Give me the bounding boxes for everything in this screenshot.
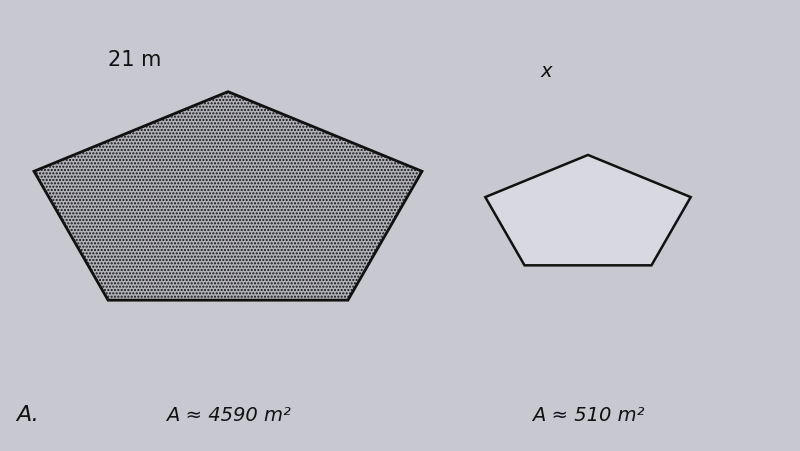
Polygon shape	[34, 92, 422, 300]
Text: 21 m: 21 m	[108, 50, 162, 70]
Text: A.: A.	[16, 404, 38, 424]
Polygon shape	[486, 156, 690, 266]
Text: x: x	[541, 62, 552, 81]
Text: A ≈ 510 m²: A ≈ 510 m²	[532, 405, 644, 424]
Text: A ≈ 4590 m²: A ≈ 4590 m²	[166, 405, 290, 424]
